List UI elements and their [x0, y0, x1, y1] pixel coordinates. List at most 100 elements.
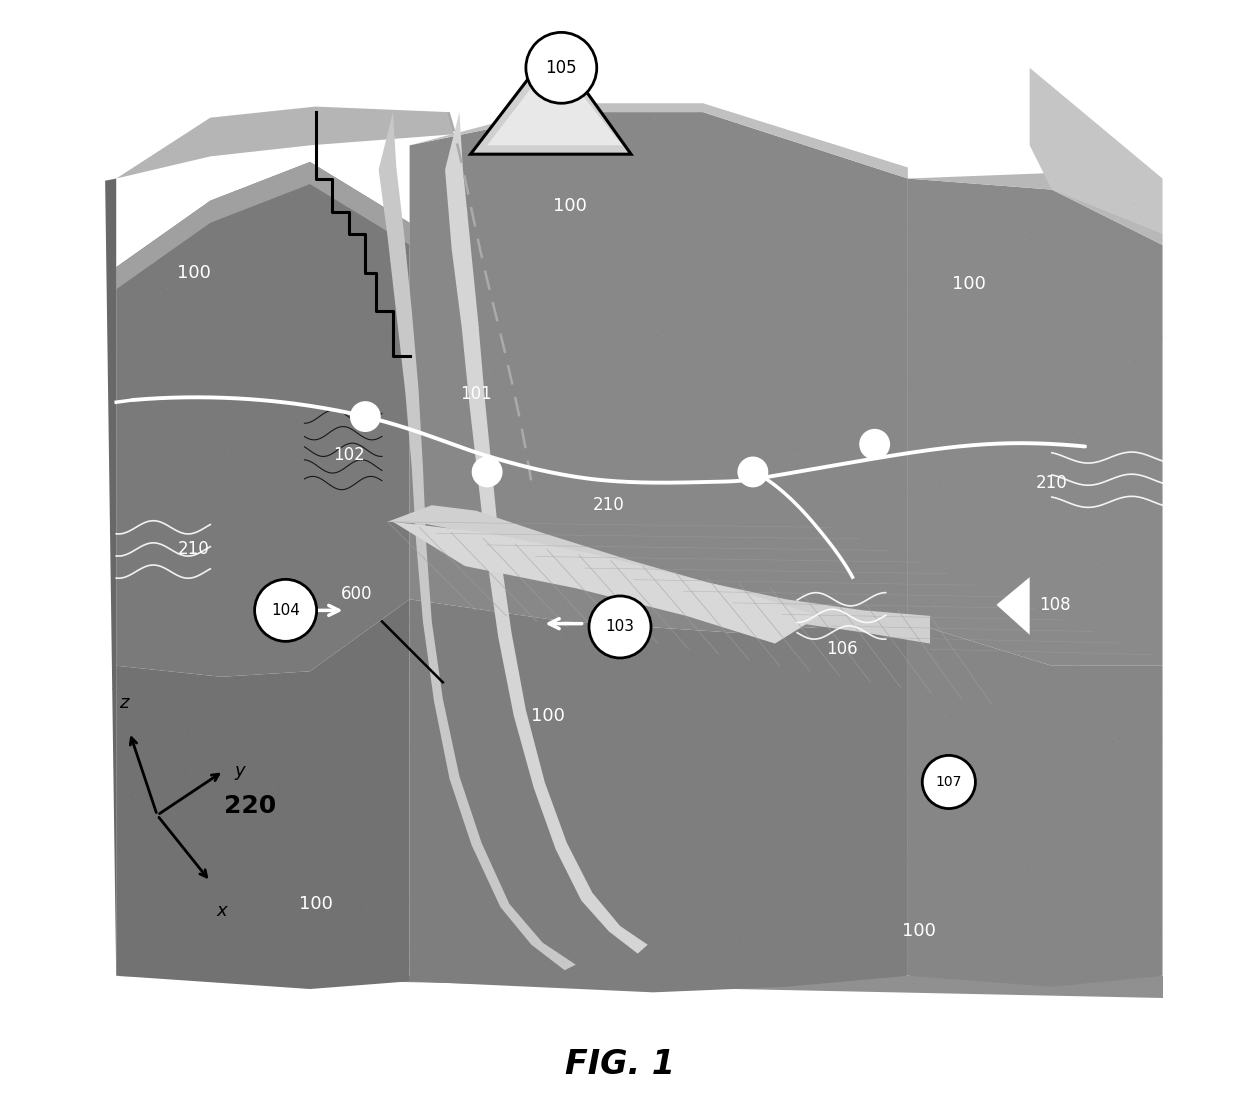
Point	[657, 928, 677, 946]
Point	[940, 538, 960, 556]
Point	[343, 652, 363, 669]
Point	[107, 795, 126, 813]
Point	[544, 109, 564, 127]
Point	[481, 447, 501, 465]
Point	[1030, 930, 1050, 948]
Point	[624, 820, 644, 838]
Point	[928, 391, 947, 408]
Point	[253, 835, 273, 852]
Point	[310, 677, 330, 695]
Point	[975, 445, 994, 463]
Point	[175, 769, 195, 787]
Point	[252, 829, 272, 847]
Point	[170, 400, 190, 417]
Point	[325, 577, 345, 595]
Point	[376, 209, 396, 226]
Point	[360, 222, 379, 240]
Point	[982, 224, 1002, 242]
Point	[520, 234, 539, 252]
Point	[562, 564, 582, 582]
Point	[1092, 932, 1112, 950]
Point	[707, 644, 727, 662]
Point	[715, 284, 735, 302]
Point	[539, 940, 559, 958]
Point	[957, 201, 977, 219]
Point	[936, 707, 956, 725]
Point	[785, 523, 805, 541]
Point	[201, 212, 221, 230]
Point	[735, 159, 755, 176]
Point	[583, 855, 603, 872]
Point	[335, 535, 355, 553]
Point	[386, 608, 405, 626]
Point	[558, 509, 578, 527]
Point	[610, 261, 630, 279]
Point	[1102, 733, 1122, 750]
Point	[352, 334, 372, 352]
Point	[960, 573, 980, 591]
Point	[888, 842, 908, 860]
Point	[226, 115, 246, 133]
Point	[466, 586, 486, 604]
Point	[863, 508, 883, 526]
Point	[348, 871, 368, 889]
Point	[420, 228, 440, 245]
Point	[1021, 901, 1040, 919]
Point	[494, 972, 513, 990]
Point	[768, 569, 787, 587]
Point	[110, 450, 130, 467]
Point	[556, 626, 575, 644]
Point	[810, 415, 830, 433]
Point	[234, 522, 254, 539]
Point	[992, 501, 1012, 518]
Point	[940, 186, 960, 204]
Point	[1145, 790, 1164, 808]
Point	[858, 841, 878, 859]
Point	[900, 295, 920, 313]
Point	[746, 386, 766, 404]
Point	[522, 588, 542, 606]
Point	[508, 840, 528, 858]
Point	[665, 875, 684, 892]
Point	[1074, 983, 1094, 1001]
Point	[125, 262, 145, 280]
Point	[846, 808, 866, 826]
Point	[180, 823, 200, 840]
Point	[718, 453, 738, 471]
Point	[357, 564, 377, 582]
Point	[1039, 770, 1059, 788]
Point	[513, 408, 533, 426]
Point	[821, 295, 841, 313]
Point	[350, 210, 370, 228]
Point	[802, 659, 822, 677]
Point	[403, 931, 423, 949]
Point	[223, 573, 243, 591]
Point	[193, 930, 213, 948]
Point	[595, 273, 615, 291]
Point	[975, 861, 994, 879]
Point	[697, 684, 717, 702]
Point	[228, 901, 248, 919]
Point	[177, 438, 197, 456]
Point	[549, 230, 569, 248]
Point	[684, 215, 704, 233]
Point	[885, 735, 905, 753]
Point	[991, 232, 1011, 250]
Point	[708, 733, 728, 750]
Point	[841, 204, 861, 222]
Point	[972, 917, 992, 935]
Point	[180, 411, 200, 428]
Point	[458, 351, 477, 369]
Point	[748, 810, 768, 828]
PathPatch shape	[409, 599, 908, 992]
Point	[1043, 235, 1063, 253]
Point	[246, 745, 265, 763]
Point	[972, 566, 992, 584]
Point	[632, 281, 652, 299]
Point	[1039, 306, 1059, 324]
Point	[448, 909, 467, 927]
Point	[1043, 532, 1063, 549]
Point	[513, 603, 533, 620]
Point	[774, 859, 794, 877]
Point	[745, 198, 765, 215]
